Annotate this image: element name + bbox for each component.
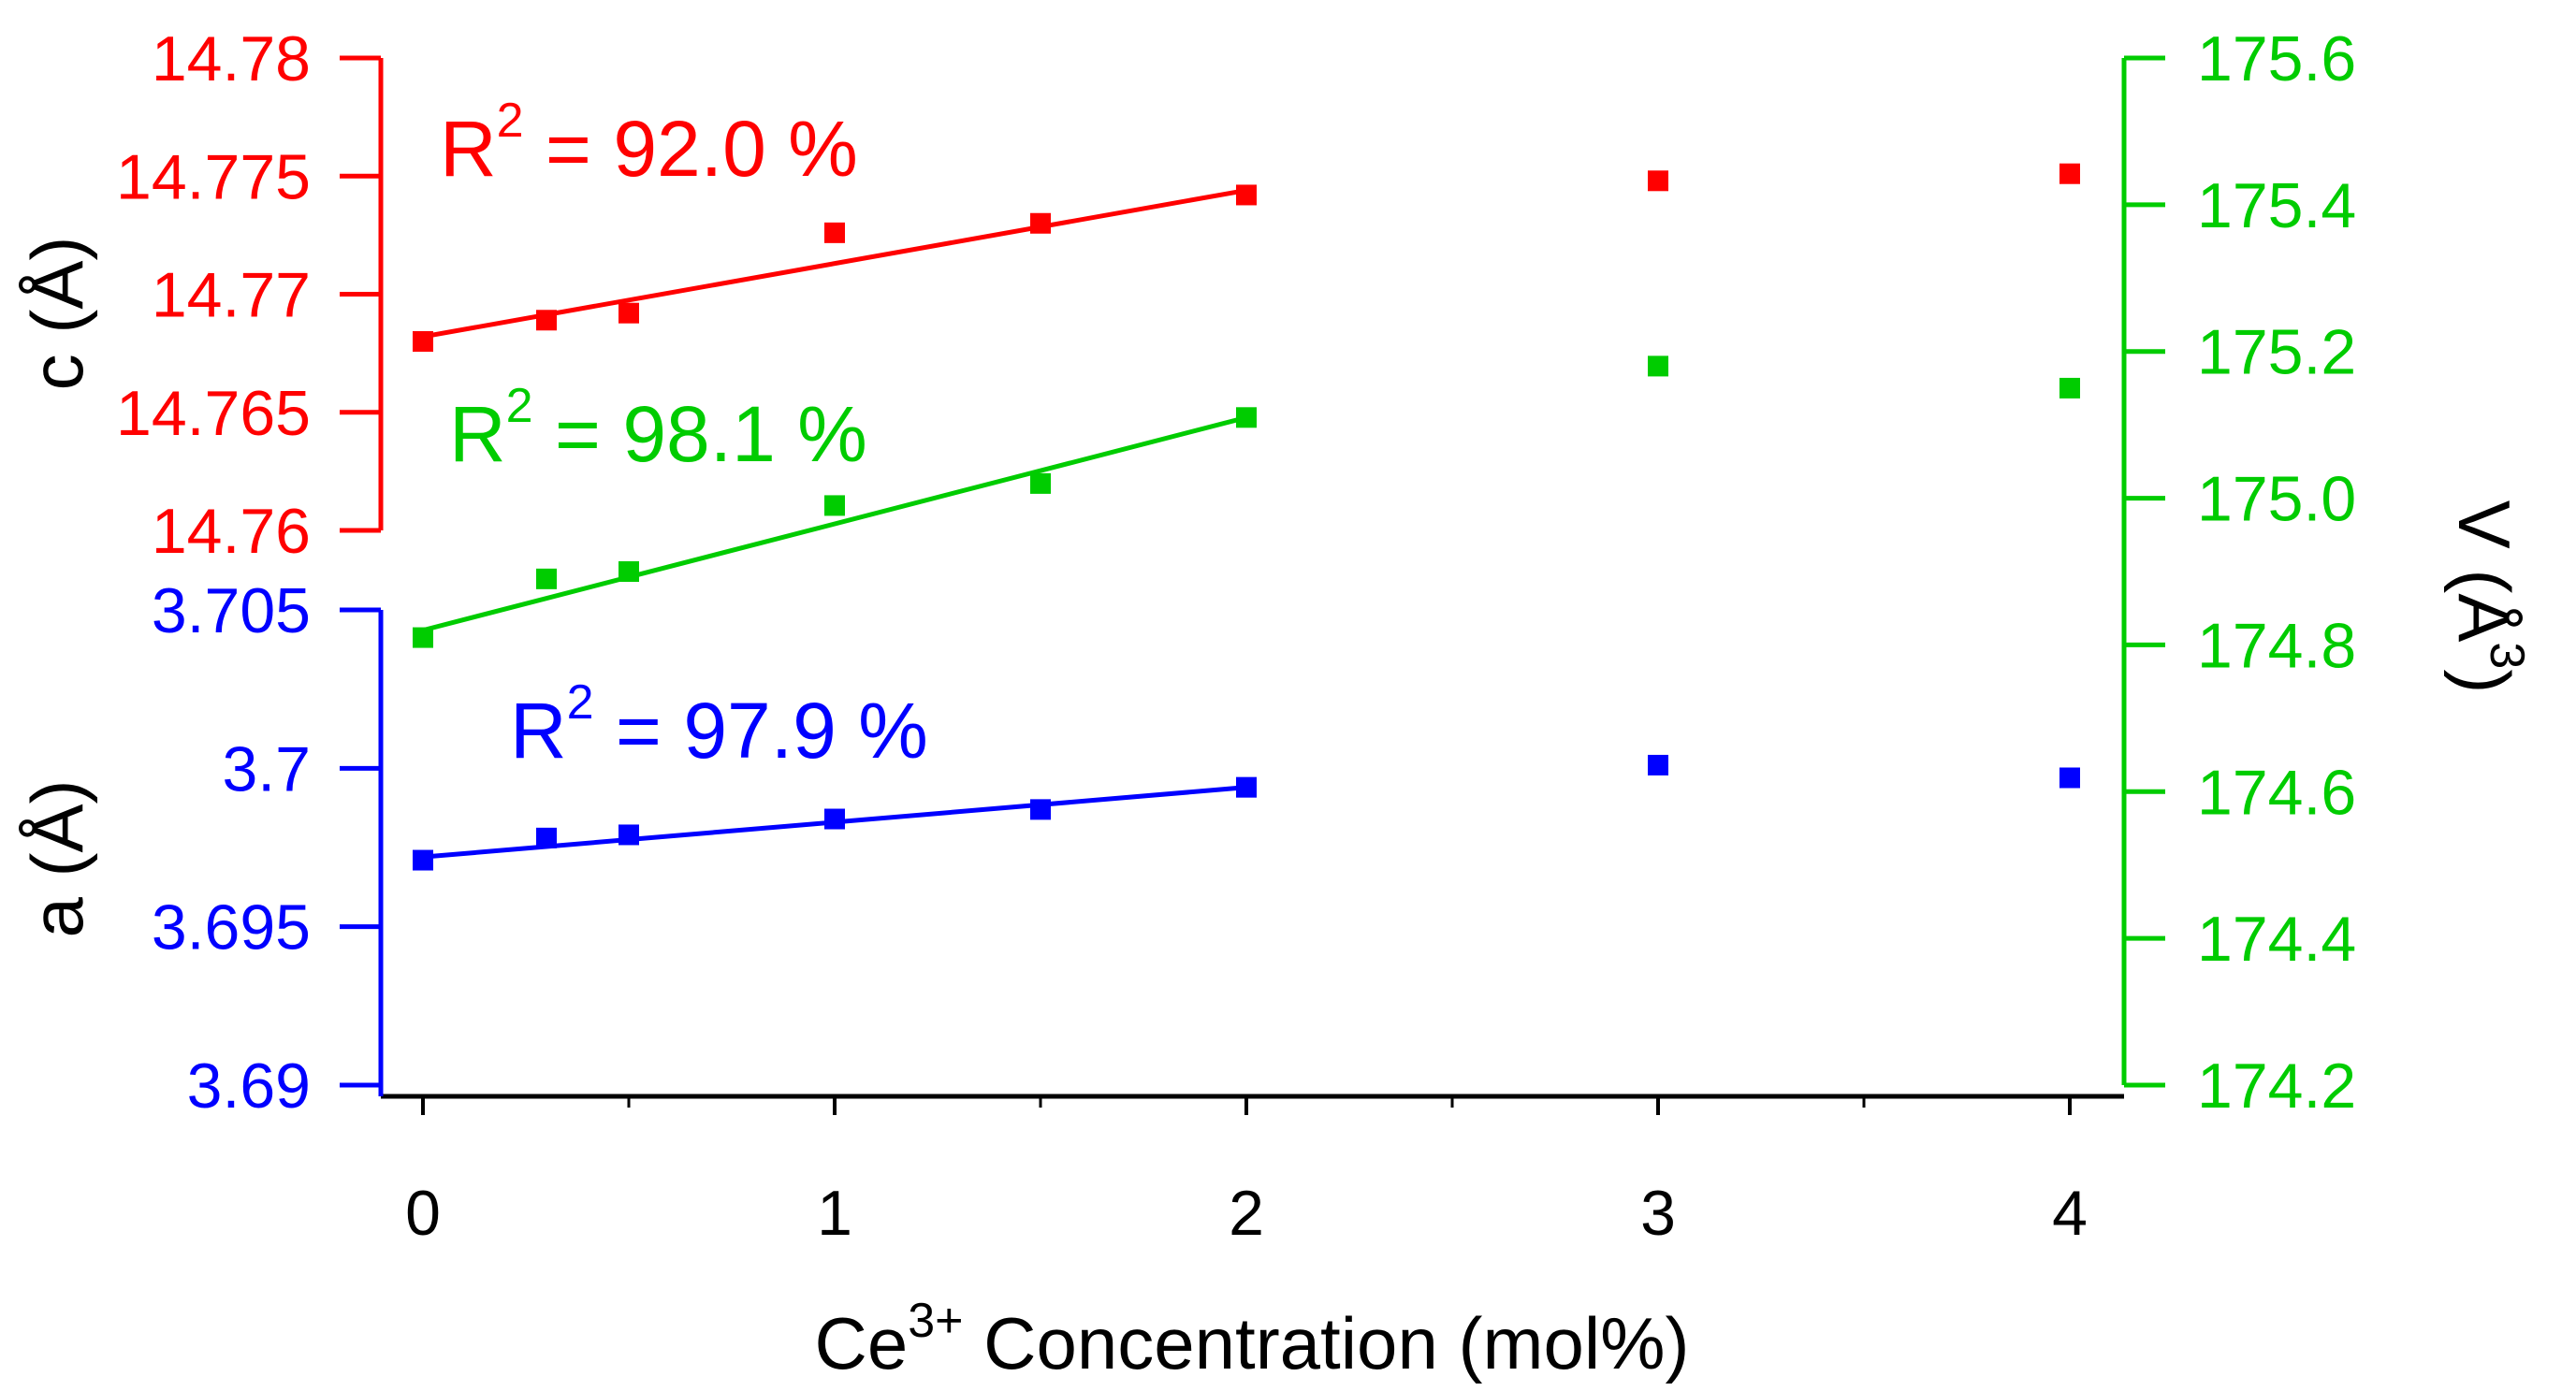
r2-label-v-base: R (449, 390, 506, 478)
c-axis-title: c (Å) (16, 237, 98, 391)
data-point-a (1648, 754, 1668, 775)
v-tick-label: 175.2 (2197, 317, 2356, 388)
data-point-v (1030, 472, 1051, 494)
data-point-a (413, 849, 433, 871)
data-point-v (1236, 407, 1257, 428)
r2-label-a-base: R (510, 687, 567, 775)
data-point-a (2059, 767, 2080, 789)
c-tick-label: 14.78 (152, 23, 311, 94)
x-tick-label: 2 (1229, 1178, 1264, 1249)
r2-label-c-base: R (440, 105, 497, 193)
fit-line-v (422, 414, 1247, 633)
x-axis-title-suffix: Concentration (mol%) (964, 1302, 1690, 1384)
x-axis-title: Ce3+ Concentration (mol%) (815, 1294, 1690, 1384)
a-tick-label: 3.7 (222, 733, 311, 804)
data-point-a (536, 827, 557, 848)
v-tick-label: 175.0 (2197, 464, 2356, 535)
v-axis-title: V (Å3) (2443, 500, 2534, 694)
fit-line-c (422, 187, 1247, 340)
v-axis-title-superscript: 3 (2480, 642, 2534, 669)
data-point-v (536, 568, 557, 589)
r2-label-v-sup: 2 (506, 379, 533, 433)
c-tick-label: 14.775 (116, 141, 311, 212)
data-point-c (619, 302, 639, 324)
a-tick-label: 3.705 (152, 575, 311, 646)
x-tick-label: 3 (1640, 1178, 1676, 1249)
x-tick-label: 4 (2052, 1178, 2088, 1249)
x-axis-title-prefix: Ce (815, 1302, 909, 1384)
data-point-a (1236, 776, 1257, 798)
a-axis-title: a (Å) (16, 779, 98, 937)
data-point-c (1236, 184, 1257, 206)
v-tick-label: 174.2 (2197, 1050, 2356, 1122)
x-tick-label: 0 (405, 1178, 441, 1249)
v-tick-label: 174.8 (2197, 610, 2356, 681)
r2-label-v-rest: = 98.1 % (533, 390, 867, 478)
r2-label-c-rest: = 92.0 % (524, 105, 858, 193)
a-tick-label: 3.695 (152, 892, 311, 964)
a-axis-ticks: 3.705 3.7 3.695 3.69 (152, 575, 381, 1122)
x-tick-label: 1 (817, 1178, 852, 1249)
data-point-v (1648, 355, 1668, 377)
v-tick-label: 175.4 (2197, 170, 2356, 241)
data-point-c (2059, 163, 2080, 184)
data-point-c (413, 331, 433, 352)
c-tick-label: 14.77 (152, 260, 311, 331)
data-point-v (824, 495, 845, 516)
r2-label-a-sup: 2 (567, 675, 594, 730)
r2-label-a-rest: = 97.9 % (594, 687, 928, 775)
c-axis-ticks: 14.78 14.775 14.77 14.765 14.76 (116, 23, 381, 567)
data-point-c (1030, 212, 1051, 234)
data-point-c (824, 222, 845, 243)
data-point-v (619, 561, 639, 582)
v-tick-label: 175.6 (2197, 23, 2356, 94)
data-point-a (1030, 799, 1051, 820)
data-points (413, 163, 2080, 871)
v-axis-ticks: 175.6 175.4 175.2 175.0 174.8 174.6 174.4 174.2 (2124, 23, 2356, 1122)
r2-label-a: R2 = 97.9 % (510, 675, 928, 775)
data-point-a (619, 824, 639, 846)
data-point-v (413, 627, 433, 648)
r2-label-c-sup: 2 (497, 94, 524, 148)
x-axis-ticks: 0 1 2 3 4 (405, 1096, 2088, 1249)
data-point-v (2059, 377, 2080, 398)
data-point-a (824, 808, 845, 830)
a-tick-label: 3.69 (187, 1050, 311, 1122)
v-tick-label: 174.6 (2197, 757, 2356, 828)
c-tick-label: 14.765 (116, 378, 311, 449)
v-axis-title-end: ) (2443, 669, 2525, 693)
x-axis-title-superscript: 3+ (908, 1294, 963, 1348)
r2-label-c: R2 = 92.0 % (440, 94, 858, 193)
v-tick-label: 174.4 (2197, 904, 2356, 975)
r2-label-v: R2 = 98.1 % (449, 379, 867, 478)
data-point-c (536, 310, 557, 331)
v-axis-title-base: V (Å (2443, 500, 2525, 643)
data-point-c (1648, 170, 1668, 192)
c-tick-label: 14.76 (152, 496, 311, 567)
